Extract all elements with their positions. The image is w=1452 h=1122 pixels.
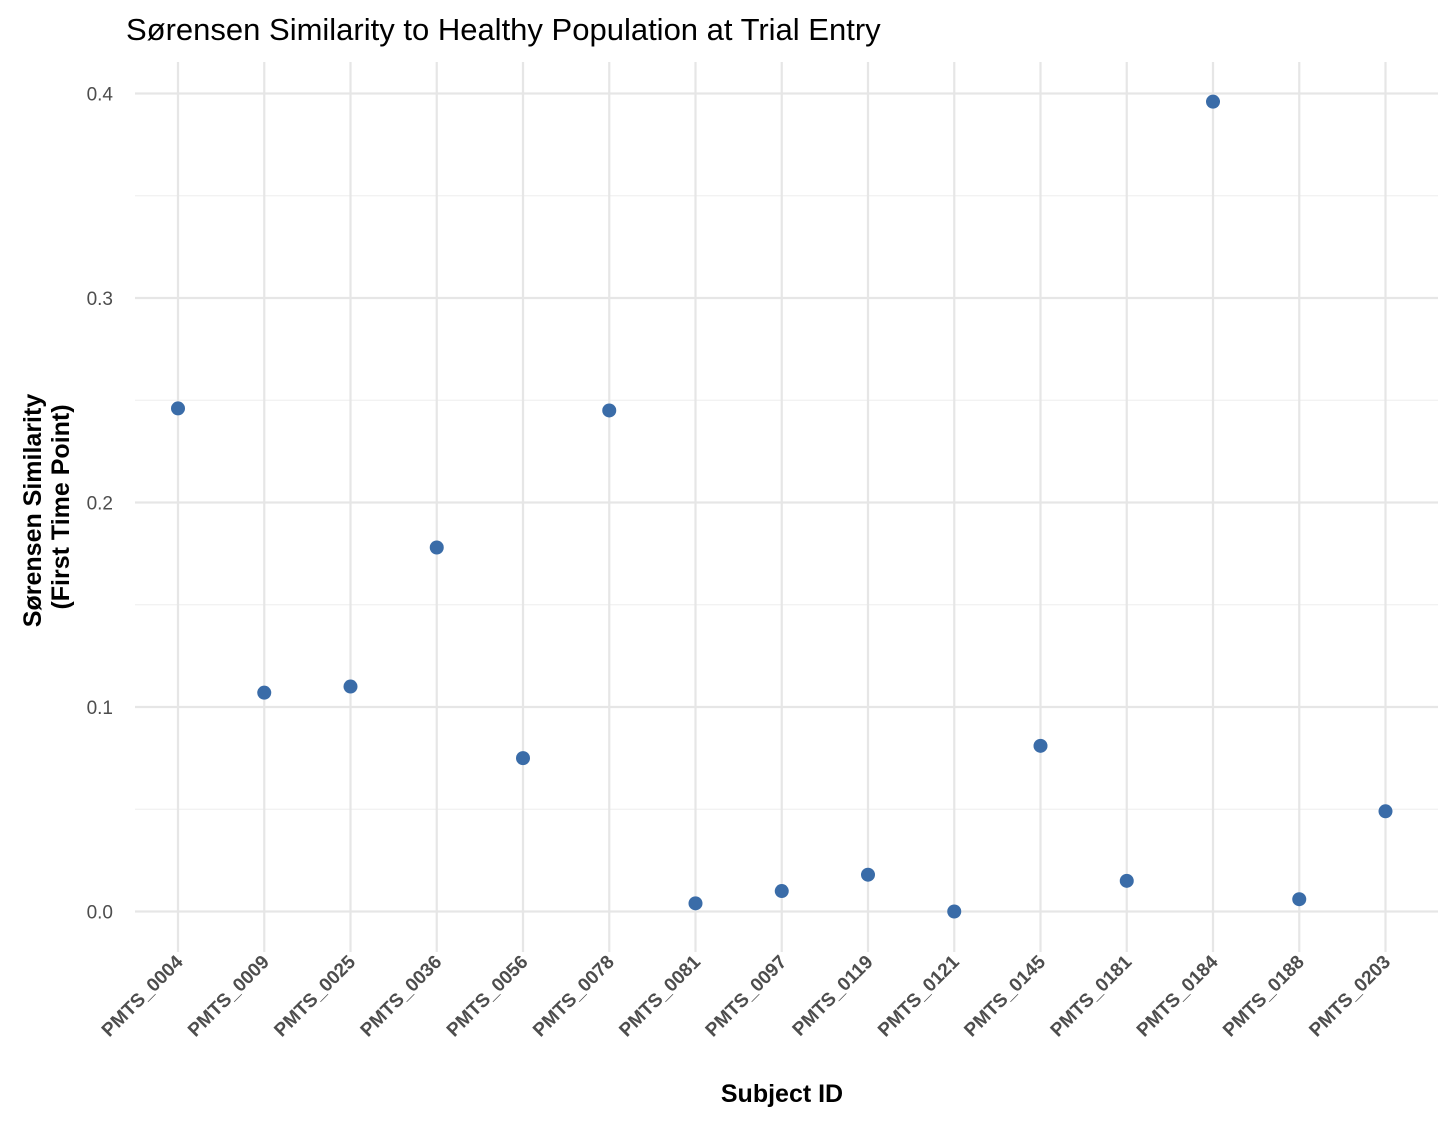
data-point bbox=[343, 679, 358, 694]
data-point bbox=[1378, 804, 1393, 819]
x-tick-label: PMTS_0145 bbox=[960, 951, 1050, 1041]
y-axis-title-line-1: Sørensen Similarity bbox=[19, 394, 47, 628]
x-tick-label: PMTS_0188 bbox=[1219, 952, 1309, 1042]
data-point bbox=[774, 884, 789, 899]
x-tick-label: PMTS_0078 bbox=[529, 952, 619, 1042]
data-point bbox=[1119, 873, 1134, 888]
y-axis-title-line-2: (First Time Point) bbox=[47, 404, 75, 609]
data-point bbox=[257, 685, 272, 700]
y-tick-label: 0.1 bbox=[87, 698, 113, 719]
x-tick-label: PMTS_0119 bbox=[789, 952, 878, 1041]
x-tick-label: PMTS_0025 bbox=[270, 951, 360, 1041]
data-point bbox=[516, 751, 530, 766]
data-point bbox=[1206, 94, 1220, 109]
x-axis-title: Subject ID bbox=[721, 1080, 843, 1108]
y-tick-label: 0.3 bbox=[87, 289, 113, 310]
data-point bbox=[1292, 892, 1307, 907]
y-axis-ticks: 0.0 0.1 0.2 0.3 0.4 bbox=[87, 85, 114, 924]
data-point bbox=[602, 403, 617, 418]
data-point bbox=[861, 867, 875, 882]
chart-title: Sørensen Similarity to Healthy Populatio… bbox=[126, 12, 881, 47]
x-tick-label: PMTS_0181 bbox=[1047, 951, 1137, 1041]
x-tick-label: PMTS_0121 bbox=[874, 951, 964, 1041]
grid bbox=[135, 62, 1438, 952]
x-tick-label: PMTS_0004 bbox=[98, 951, 188, 1041]
y-tick-label: 0.4 bbox=[87, 85, 114, 106]
data-point bbox=[947, 904, 962, 919]
data-point bbox=[688, 896, 703, 911]
y-tick-label: 0.0 bbox=[87, 903, 113, 924]
x-tick-label: PMTS_0203 bbox=[1305, 952, 1395, 1042]
data-point bbox=[429, 540, 444, 555]
x-tick-label: PMTS_0184 bbox=[1133, 951, 1223, 1041]
y-tick-label: 0.2 bbox=[87, 494, 113, 515]
x-tick-label: PMTS_0009 bbox=[184, 952, 274, 1042]
data-points bbox=[171, 94, 1393, 919]
x-tick-label: PMTS_0081 bbox=[615, 951, 705, 1041]
y-axis-title: Sørensen Similarity (First Time Point) bbox=[19, 387, 75, 627]
data-point bbox=[1033, 738, 1048, 753]
x-tick-label: PMTS_0097 bbox=[702, 952, 792, 1042]
x-tick-label: PMTS_0036 bbox=[357, 952, 447, 1042]
x-axis-ticks: PMTS_0004PMTS_0009PMTS_0025PMTS_0036PMTS… bbox=[98, 951, 1395, 1041]
data-point bbox=[171, 401, 185, 416]
x-tick-label: PMTS_0056 bbox=[443, 952, 533, 1042]
